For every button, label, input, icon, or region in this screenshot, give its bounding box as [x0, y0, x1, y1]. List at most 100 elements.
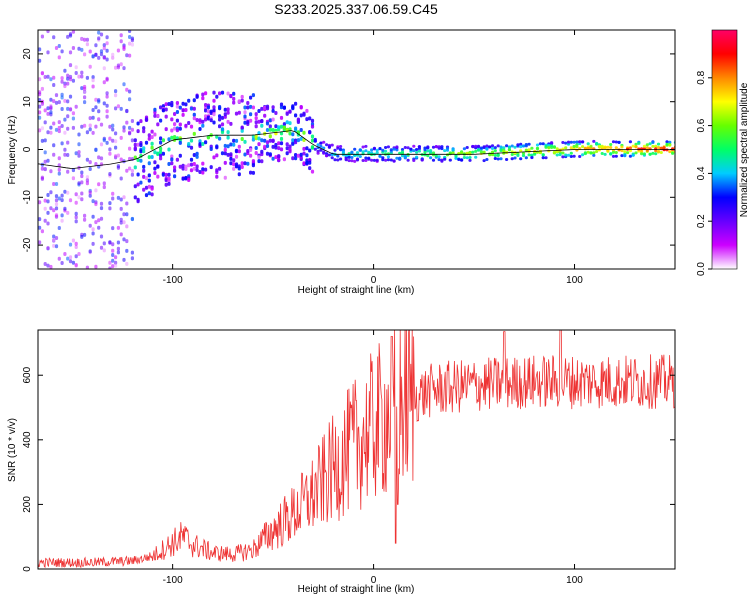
spectrogram-cell [83, 84, 87, 89]
spectrogram-cell [265, 128, 270, 132]
spectrogram-cell [299, 152, 303, 157]
spectrogram-cell [201, 161, 205, 166]
spectrogram-cell [136, 172, 140, 177]
spectrogram-cell [99, 245, 104, 250]
spectrogram-cell [460, 158, 464, 162]
spectrogram-cell [43, 108, 47, 113]
spectrogram-cell [243, 161, 247, 166]
spectrogram-cell [153, 107, 157, 112]
spectrogram-cell [88, 223, 92, 228]
spectrogram-cell [665, 142, 669, 146]
spectrogram-cell [130, 38, 134, 43]
spectrogram-cell [111, 264, 115, 269]
spectrogram-cell [445, 148, 450, 152]
spectrogram-cell [173, 126, 177, 131]
spectrogram-cell [52, 121, 56, 126]
spectrogram-cell [184, 167, 188, 171]
spectrogram-cell [46, 30, 50, 34]
spectrogram-cell [581, 145, 585, 149]
spectrogram-cell [493, 157, 497, 160]
spectrogram-cell [102, 138, 106, 143]
spectrogram-cell [246, 149, 250, 153]
spectrogram-cell [254, 124, 258, 129]
spectrogram-cell [54, 194, 59, 199]
spectrogram-cell [38, 200, 42, 205]
spectrogram-cell [80, 37, 84, 41]
spectrogram-cell [465, 152, 469, 156]
spectrogram-cell [116, 246, 120, 251]
spectrogram-cell [38, 115, 42, 120]
spectrogram-cell [279, 115, 284, 120]
spectrogram-cell [54, 198, 59, 203]
spectrogram-cell [181, 101, 185, 106]
spectrogram-cell [325, 154, 329, 158]
spectrogram-cell [260, 106, 264, 111]
spectrogram-cell [144, 185, 149, 190]
spectrogram-cell [97, 99, 101, 104]
spectrogram-cell [249, 153, 253, 158]
spectrogram-cell [128, 30, 132, 33]
spectrogram-cell [49, 169, 53, 174]
spectrogram-cell [57, 156, 61, 161]
spectrogram-cell [626, 151, 630, 155]
spectrogram-cell [527, 142, 531, 146]
spectrogram-cell [116, 153, 120, 158]
spectrogram-cell [91, 84, 95, 89]
spectrogram-cell [144, 117, 149, 122]
spectrogram-cell [611, 154, 616, 158]
spectrogram-cell [257, 119, 261, 124]
spectrogram-cell [52, 143, 56, 148]
spectrogram-cell [541, 153, 545, 157]
spectrogram-cell [445, 153, 450, 157]
snr-x-tick-label: -100 [163, 575, 183, 586]
spectrogram-cell [60, 198, 64, 203]
spectrogram-cell [530, 156, 534, 160]
spectrogram-cell [249, 112, 253, 117]
spectrogram-cell [268, 118, 272, 123]
spectrogram-cell [361, 159, 365, 162]
spectrogram-cell [395, 156, 399, 160]
spectrogram-cell [279, 124, 284, 129]
spectrogram-cell [66, 81, 70, 86]
spectrogram-cell [243, 120, 247, 125]
spectrogram-cell [74, 241, 78, 246]
spectrogram-cell [513, 145, 517, 149]
spectrogram-cell [88, 123, 92, 128]
spectrogram-cell [370, 158, 374, 162]
spectrogram-cell [282, 105, 286, 110]
spectrogram-cell [322, 140, 326, 144]
spectrogram-cell [80, 70, 84, 75]
spectrogram-cell [240, 125, 244, 130]
spectrogram-cell [43, 150, 47, 155]
spectrogram-cell [490, 153, 495, 157]
spectrogram-cell [234, 154, 239, 159]
spectrogram-cell [125, 168, 129, 173]
spectrogram-cell [268, 124, 272, 129]
spectrogram-cell [97, 155, 101, 160]
spectrogram-cell [367, 156, 371, 160]
spectrogram-cell [54, 236, 59, 240]
spectrogram-cell [507, 146, 511, 149]
spectrogram-cell [285, 146, 289, 151]
spectrogram-cell [249, 118, 253, 123]
spectrogram-cell [122, 128, 126, 133]
spectrogram-cell [153, 166, 157, 171]
spectrogram-cell [223, 107, 227, 112]
spectrogram-cell [294, 101, 298, 106]
spectrogram-cell [94, 105, 98, 110]
spectrogram-cell [40, 34, 44, 39]
spectrogram-cell [249, 170, 253, 175]
spectrogram-cell [412, 159, 416, 162]
spectrogram-cell [592, 151, 596, 155]
spectrogram-cell [232, 166, 236, 171]
spectrogram-cell [144, 140, 149, 145]
spectrogram-cell [43, 75, 47, 79]
colorbar: 0.0 0.2 0.4 0.6 0.8 Normalized spectral ampl… [696, 29, 750, 276]
spectrogram-cell [195, 168, 199, 172]
spectrogram-cell [46, 50, 50, 55]
spectrogram-cell [201, 96, 205, 101]
spectrogram-cell [519, 145, 523, 149]
spectrogram-cell [569, 155, 573, 158]
spectrogram-cell [296, 138, 300, 143]
